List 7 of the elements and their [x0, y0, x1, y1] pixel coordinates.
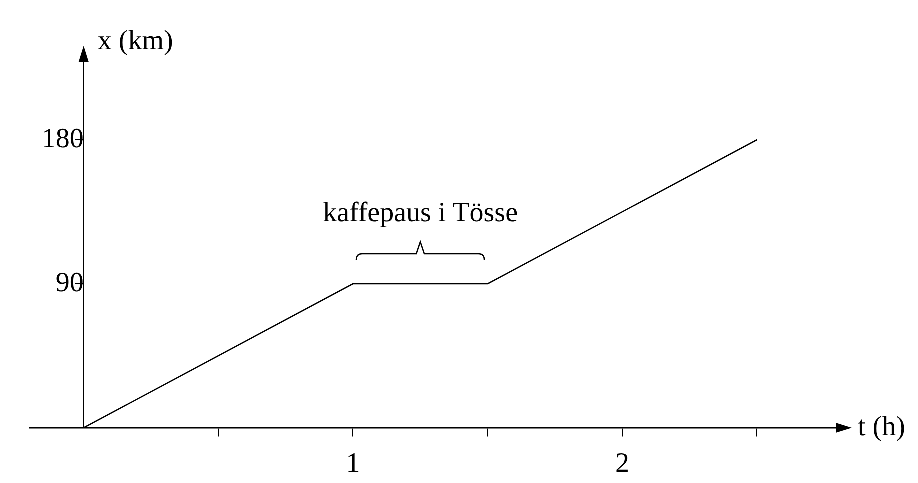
x-tick-label: 1 — [346, 448, 360, 480]
x-axis-title: t (h) — [858, 411, 906, 442]
y-tick-label: 180 — [42, 123, 84, 154]
x-tick-label: 2 — [616, 448, 630, 480]
y-tick-label: 90 — [56, 267, 84, 298]
y-axis-title: x (km) — [98, 25, 174, 56]
annotation: kaffepaus i Tösse — [323, 197, 518, 228]
